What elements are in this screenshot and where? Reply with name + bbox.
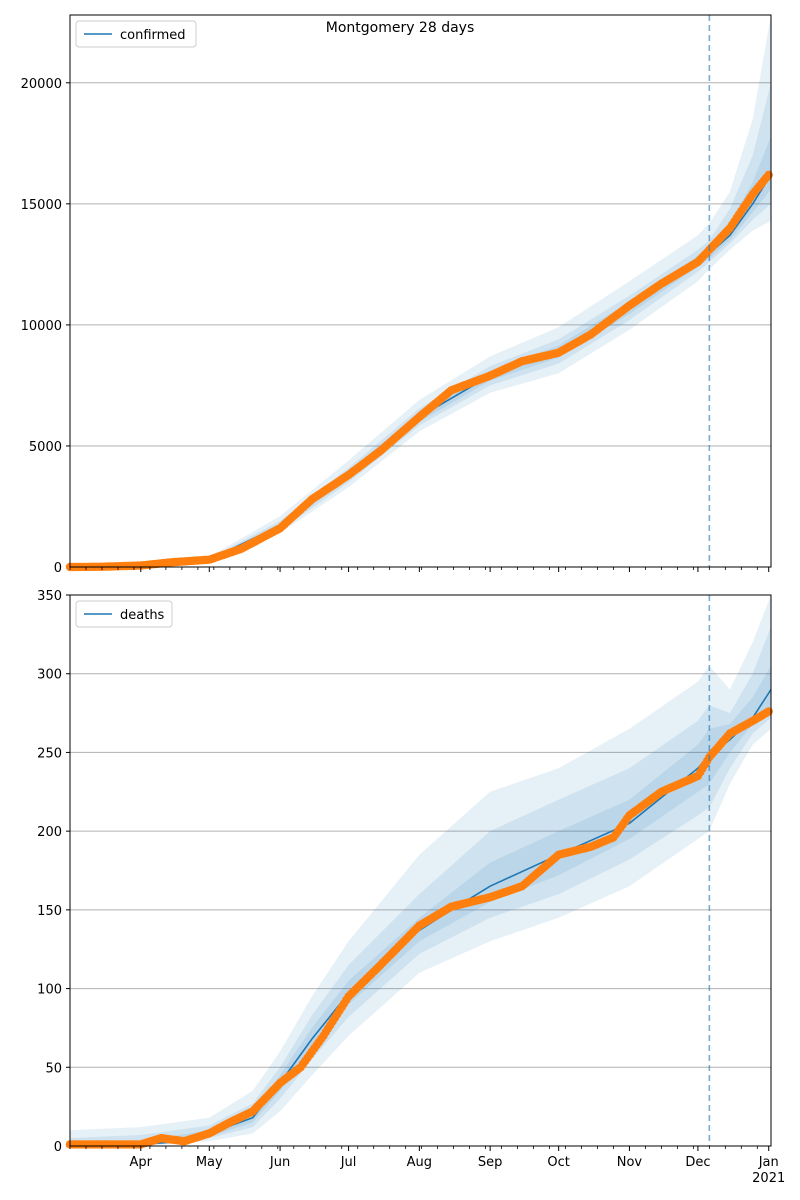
panel-1-observed-point	[764, 170, 773, 179]
panel-2-axes-frame	[69, 594, 772, 1147]
panel-1-band-3	[70, 136, 771, 567]
xtick-label: Sep	[478, 1155, 503, 1170]
panel-2-observed-point	[764, 707, 773, 716]
panel-2-ytick-label: 250	[37, 746, 62, 761]
panel-1-ytick-label: 0	[54, 561, 62, 576]
xtick-label: Dec	[685, 1155, 710, 1170]
panel-2-band-1	[70, 595, 771, 1146]
panel-2-ytick-label: 350	[37, 589, 62, 604]
panel-2-ytick-label: 0	[54, 1140, 62, 1155]
xtick-label: Aug	[407, 1155, 432, 1170]
panel-2-legend-box	[75, 600, 173, 628]
xtick-label: Apr	[130, 1155, 153, 1170]
xtick-label: Jun	[269, 1155, 290, 1170]
figure-title: Montgomery 28 days	[325, 20, 475, 36]
panel-1-band-1	[70, 15, 771, 567]
panel-2-ytick-label: 200	[37, 825, 62, 840]
panel-1-legend-label: confirmed	[120, 28, 186, 43]
xtick-label: Nov	[617, 1155, 643, 1170]
panel-1-ytick-label: 20000	[21, 77, 62, 92]
panel-2-legend-label: deaths	[120, 608, 165, 623]
xtick-year-label: 2021	[752, 1171, 785, 1186]
panel-1-ytick-label: 5000	[29, 440, 62, 455]
panel-1-legend-box	[75, 20, 197, 48]
panel-2-ytick-label: 50	[45, 1061, 62, 1076]
xtick-label: Oct	[547, 1155, 569, 1170]
panel-1-axes-frame	[69, 14, 772, 568]
xtick-label: May	[196, 1155, 223, 1170]
panel-1-model-line	[69, 174, 772, 568]
panel-2-ytick-label: 300	[37, 668, 62, 683]
panel-2-ytick-label: 150	[37, 904, 62, 919]
panel-2-ytick-label: 100	[37, 983, 62, 998]
panel-1-ytick-label: 10000	[21, 319, 62, 334]
xtick-label: Jan	[758, 1155, 779, 1170]
panel-1-ytick-label: 15000	[21, 198, 62, 213]
xtick-label: Jul	[340, 1155, 357, 1170]
